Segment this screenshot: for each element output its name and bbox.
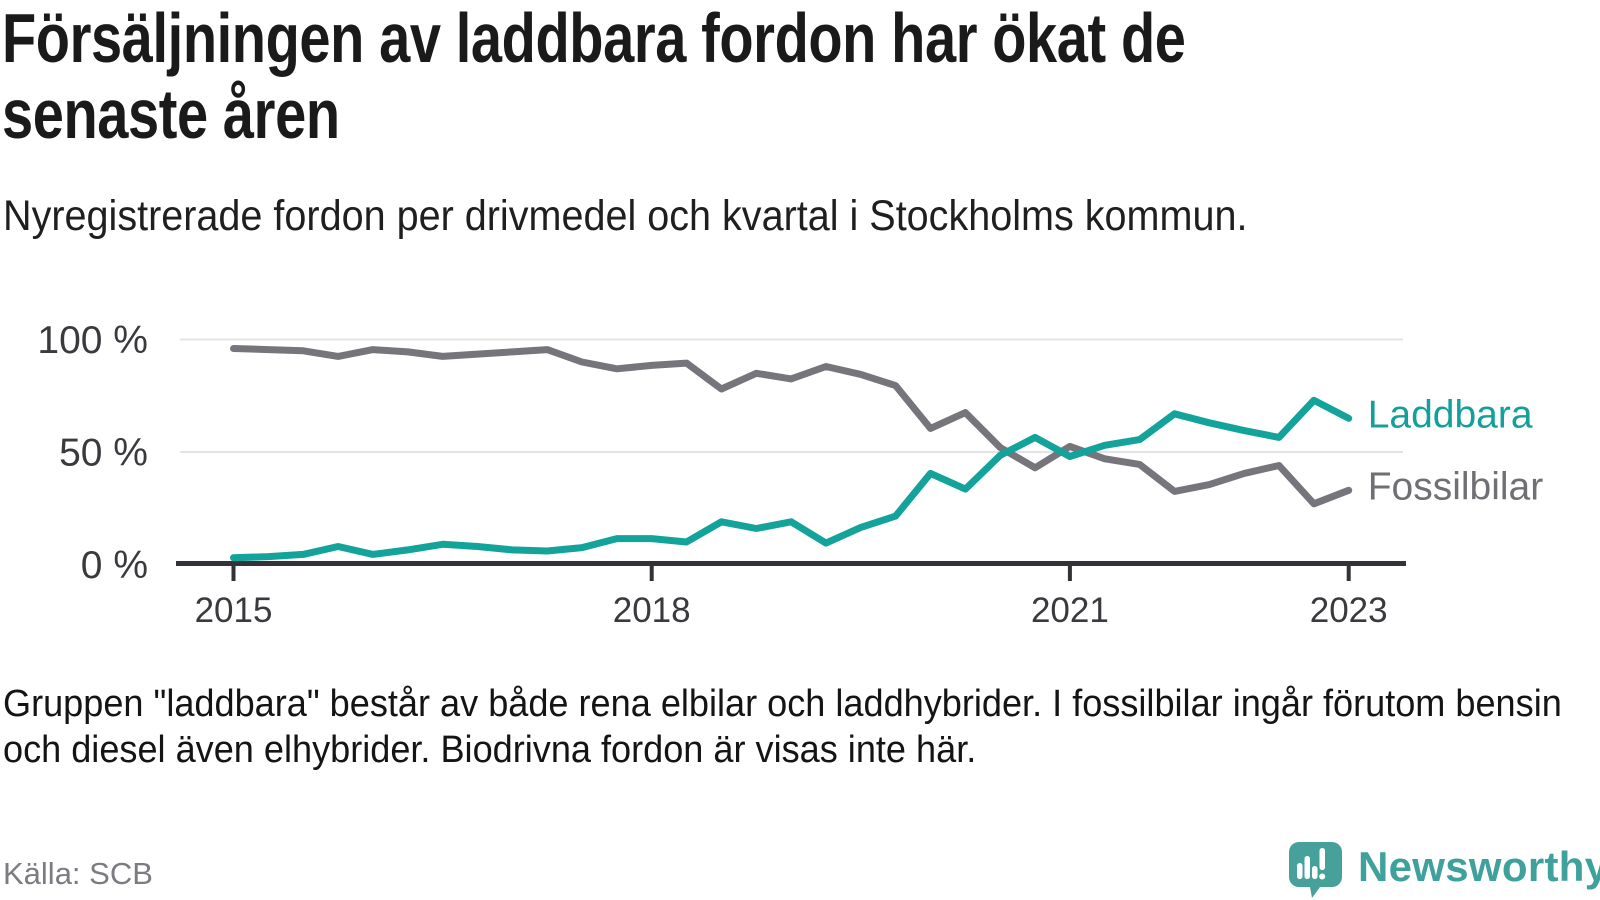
- x-tick-label-2018: 2018: [613, 591, 691, 630]
- newsworthy-logo-icon: [1289, 842, 1342, 898]
- fossilbilar-line: [230, 345, 1353, 508]
- bar-1: [1297, 863, 1303, 879]
- laddbara-line: [230, 396, 1353, 562]
- x-tick-label-2023: 2023: [1310, 591, 1388, 630]
- bar-2: [1304, 856, 1310, 879]
- fossilbilar-series-label: Fossilbilar: [1368, 465, 1544, 508]
- x-tick-label-2021: 2021: [1031, 591, 1109, 630]
- y-tick-label-50: 50 %: [59, 432, 148, 475]
- footnote-line2: och diesel även elhybrider. Biodrivna fo…: [3, 729, 977, 771]
- footnote-line1: Gruppen "laddbara" består av både rena e…: [3, 683, 1562, 725]
- chart-subtitle: Nyregistrerade fordon per drivmedel och …: [3, 192, 1248, 240]
- y-tick-label-100: 100 %: [37, 319, 148, 362]
- source-label: Källa: SCB: [3, 856, 153, 891]
- y-tick-label-0: 0 %: [81, 544, 148, 587]
- chart-footnote: Gruppen "laddbara" består av både rena e…: [3, 681, 1562, 773]
- bar-3: [1312, 866, 1318, 879]
- exclamation-stem: [1319, 848, 1325, 870]
- chart-title-line1: Försäljningen av laddbara fordon har öka…: [2, 0, 1186, 77]
- laddbara-series-label: Laddbara: [1368, 393, 1533, 436]
- x-tick-label-2015: 2015: [195, 591, 273, 630]
- exclamation-dot: [1319, 873, 1326, 880]
- chart-title-line2: senaste åren: [2, 75, 340, 153]
- newsworthy-logo-text: Newsworthy: [1358, 843, 1600, 890]
- chart-title: Försäljningen av laddbara fordon har öka…: [2, 0, 1186, 152]
